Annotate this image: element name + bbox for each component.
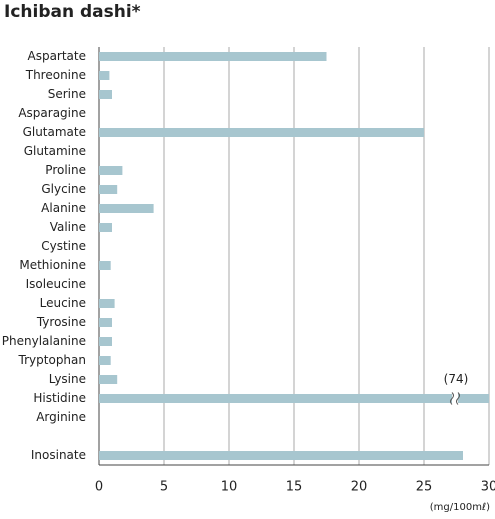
value-label: (74) (444, 372, 469, 386)
y-tick-label: Inosinate (31, 448, 86, 462)
y-tick-label: Leucine (40, 296, 86, 310)
y-tick-label: Glutamine (24, 144, 86, 158)
bar (99, 375, 118, 384)
bar (99, 318, 112, 327)
bar (99, 223, 112, 232)
y-tick-label: Tyrosine (36, 315, 86, 329)
bar (99, 52, 327, 61)
bar (99, 185, 118, 194)
y-tick-label: Alanine (41, 201, 86, 215)
x-tick-label: 0 (95, 480, 103, 495)
bar (99, 166, 123, 175)
y-tick-label: Asparagine (18, 106, 86, 120)
y-tick-label: Proline (45, 163, 86, 177)
x-tick-label: 30 (481, 480, 495, 495)
bar (99, 451, 463, 460)
y-tick-label: Methionine (19, 258, 86, 272)
bar (99, 394, 489, 403)
bar (99, 261, 111, 270)
y-tick-label: Arginine (36, 410, 86, 424)
bar (99, 204, 154, 213)
x-tick-label: 15 (286, 480, 303, 495)
y-tick-label: Valine (50, 220, 86, 234)
x-tick-label: 10 (221, 480, 238, 495)
bar (99, 356, 111, 365)
y-tick-label: Glycine (41, 182, 86, 196)
chart-title: Ichiban dashi* (4, 2, 141, 22)
y-tick-label: Lysine (49, 372, 86, 386)
bar (99, 71, 110, 80)
y-tick-label: Histidine (33, 391, 86, 405)
x-tick-label: 20 (351, 480, 368, 495)
x-axis-label: (mg/100mℓ) (430, 502, 490, 513)
bar (99, 337, 112, 346)
y-tick-label: Isoleucine (26, 277, 86, 291)
x-tick-label: 25 (416, 480, 433, 495)
bar (99, 128, 424, 137)
bar-break-line (456, 392, 460, 405)
y-tick-label: Tryptophan (18, 353, 86, 367)
y-tick-label: Threonine (25, 68, 86, 82)
y-tick-label: Cystine (41, 239, 86, 253)
y-tick-label: Aspartate (27, 49, 86, 63)
bar (99, 299, 115, 308)
x-tick-label: 5 (160, 480, 168, 495)
bar-break-line (450, 392, 454, 405)
y-tick-label: Serine (48, 87, 86, 101)
y-tick-label: Glutamate (23, 125, 86, 139)
bar-break (452, 391, 458, 406)
y-tick-label: Phenylalanine (2, 334, 86, 348)
bar (99, 90, 112, 99)
